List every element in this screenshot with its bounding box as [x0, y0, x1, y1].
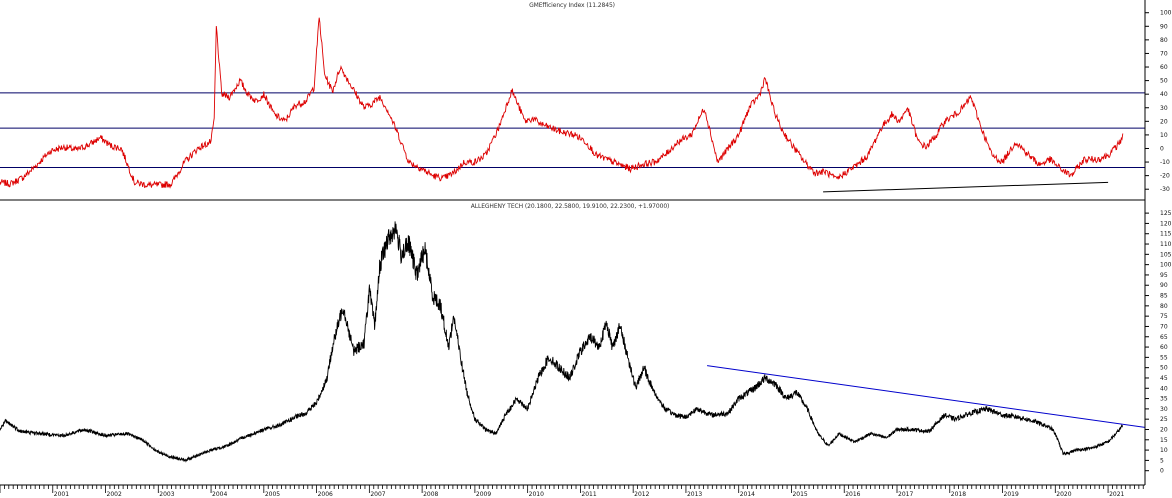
x-tick-label: 2017	[898, 491, 913, 498]
x-tick-label: 2001	[54, 491, 69, 498]
resistance-trendline	[707, 365, 1146, 428]
bottom-y-tick-label: 110	[1160, 241, 1172, 248]
efficiency-index-series	[0, 17, 1124, 193]
bottom-y-tick-label: 25	[1160, 416, 1168, 423]
x-tick-label: 2006	[318, 491, 333, 498]
x-tick-label: 2013	[687, 491, 702, 498]
top-y-tick-label: 90	[1160, 23, 1168, 30]
bottom-y-tick-label: 85	[1160, 293, 1168, 300]
top-y-tick-label: -30	[1160, 186, 1170, 193]
bottom-y-tick-label: 105	[1160, 251, 1172, 258]
x-tick-label: 2012	[634, 491, 649, 498]
x-tick-label: 2015	[792, 491, 807, 498]
efficiency-index-line	[0, 17, 1124, 189]
x-tick-label: 2008	[423, 491, 438, 498]
top-y-tick-label: 100	[1160, 10, 1172, 17]
bottom-y-tick-label: 45	[1160, 375, 1168, 382]
bottom-y-tick-label: 125	[1160, 210, 1172, 217]
bottom-y-tick-label: 30	[1160, 406, 1168, 413]
bottom-y-tick-label: 100	[1160, 262, 1172, 269]
bottom-y-tick-label: 60	[1160, 344, 1168, 351]
bottom-y-tick-label: 0	[1160, 468, 1164, 475]
bottom-y-tick-label: 15	[1160, 437, 1168, 444]
bottom-y-tick-label: 35	[1160, 396, 1168, 403]
x-tick-label: 2021	[1109, 491, 1124, 498]
bottom-panel-title: ALLEGHENY TECH (20.1800, 22.5800, 19.910…	[471, 203, 670, 210]
x-tick-label: 2004	[212, 491, 227, 498]
x-tick-label: 2003	[159, 491, 174, 498]
x-tick-label: 2019	[1004, 491, 1019, 498]
x-tick-label: 2011	[581, 491, 596, 498]
bottom-y-tick-label: 80	[1160, 303, 1168, 310]
price-series	[0, 221, 1146, 463]
bottom-y-tick-label: 120	[1160, 220, 1172, 227]
x-tick-label: 2014	[740, 491, 755, 498]
top-y-tick-label: 80	[1160, 37, 1168, 44]
top-trendline	[823, 181, 1109, 193]
bottom-y-tick-label: 40	[1160, 385, 1168, 392]
x-tick-label: 2020	[1056, 491, 1071, 498]
x-tick-label: 2010	[529, 491, 544, 498]
x-tick-label: 2018	[951, 491, 966, 498]
bottom-y-tick-label: 10	[1160, 447, 1168, 454]
top-y-tick-label: 70	[1160, 50, 1168, 57]
top-y-tick-label: 30	[1160, 105, 1168, 112]
bottom-y-tick-label: 70	[1160, 323, 1168, 330]
x-tick-label: 2016	[845, 491, 860, 498]
bottom-y-tick-label: 50	[1160, 365, 1168, 372]
price-line	[0, 221, 1124, 463]
bottom-y-tick-label: 95	[1160, 272, 1168, 279]
top-y-tick-label: 40	[1160, 91, 1168, 98]
bottom-y-tick-label: 20	[1160, 426, 1168, 433]
bottom-y-axis: 0 5 10 15 20 25 30 35 40 45 50 55 60 65 70 75 80 85 90 95 10…	[1145, 210, 1172, 475]
bottom-y-tick-label: 55	[1160, 354, 1168, 361]
x-axis: 2001 2002 2003 2004 2005 2006 2007 2008 2009 2010…	[0, 485, 1144, 498]
top-y-tick-label: 50	[1160, 78, 1168, 85]
bottom-y-tick-label: 5	[1160, 457, 1164, 464]
top-reference-lines	[0, 92, 1145, 168]
top-y-tick-label: -10	[1160, 159, 1170, 166]
top-y-tick-label: 60	[1160, 64, 1168, 71]
x-tick-label: 2007	[370, 491, 385, 498]
bottom-y-tick-label: 90	[1160, 282, 1168, 289]
x-tick-label: 2009	[476, 491, 491, 498]
x-tick-label: 2005	[265, 491, 280, 498]
top-y-tick-label: 20	[1160, 118, 1168, 125]
top-y-tick-label: 10	[1160, 132, 1168, 139]
top-y-tick-label: -20	[1160, 173, 1170, 180]
top-y-tick-label: 0	[1160, 145, 1164, 152]
top-y-axis: -30 -20 -10 0 10 20 30 40 50 60 70 80 90 100	[1145, 10, 1172, 193]
x-tick-label: 2002	[107, 491, 122, 498]
bottom-y-tick-label: 75	[1160, 313, 1168, 320]
bottom-y-tick-label: 115	[1160, 231, 1172, 238]
bottom-y-tick-label: 65	[1160, 334, 1168, 341]
top-panel-title: GMEfficiency Index (11.2845)	[529, 2, 615, 9]
